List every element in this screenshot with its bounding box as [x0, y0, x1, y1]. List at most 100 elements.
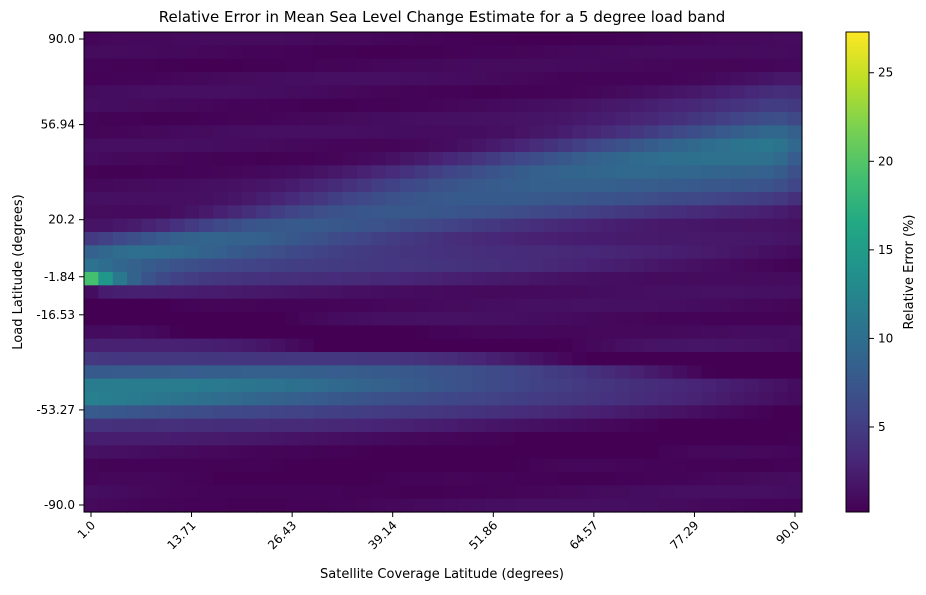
heatmap-cell: [414, 298, 430, 313]
heatmap-cell: [557, 392, 573, 406]
heatmap-cell: [241, 352, 257, 366]
heatmap-cell: [500, 85, 516, 100]
heatmap-cell: [744, 205, 760, 220]
heatmap-cell: [98, 312, 114, 326]
heatmap-cell: [313, 98, 329, 113]
heatmap-cell: [701, 45, 717, 60]
heatmap-cell: [615, 472, 631, 486]
heatmap-cell: [98, 352, 114, 366]
heatmap-cell: [629, 32, 645, 46]
heatmap-cell: [500, 338, 516, 353]
heatmap-cell: [543, 178, 559, 193]
heatmap-cell: [198, 405, 214, 420]
heatmap-cell: [658, 418, 674, 433]
heatmap-cell: [586, 352, 602, 366]
heatmap-cell: [356, 378, 372, 393]
heatmap-cell: [514, 205, 530, 220]
heatmap-cell: [471, 445, 487, 460]
heatmap-cell: [155, 58, 171, 73]
heatmap-cell: [141, 32, 157, 46]
heatmap-cell: [687, 485, 703, 500]
heatmap-cell: [715, 325, 731, 340]
heatmap-cell: [385, 325, 401, 340]
heatmap-cell: [112, 245, 128, 260]
heatmap-cell: [155, 498, 171, 513]
heatmap-cell: [715, 245, 731, 260]
heatmap-cell: [198, 272, 214, 286]
heatmap-cell: [285, 258, 300, 273]
heatmap-cell: [299, 98, 315, 113]
heatmap-cell: [414, 192, 430, 206]
heatmap-cell: [385, 85, 401, 100]
heatmap-cell: [615, 218, 631, 233]
heatmap-cell: [701, 405, 717, 420]
heatmap-cell: [744, 298, 760, 313]
heatmap-cell: [84, 112, 99, 126]
heatmap-cell: [715, 458, 731, 473]
heatmap-cell: [141, 205, 157, 220]
heatmap-cell: [184, 72, 200, 86]
heatmap-cell: [514, 405, 530, 420]
heatmap-cell: [241, 112, 257, 126]
heatmap-cell: [787, 285, 803, 300]
heatmap-cell: [457, 285, 473, 300]
heatmap-cell: [672, 178, 688, 193]
heatmap-cell: [299, 245, 315, 260]
heatmap-cell: [529, 392, 545, 406]
heatmap-cell: [313, 285, 329, 300]
heatmap-cell: [98, 485, 114, 500]
heatmap-cell: [701, 205, 717, 220]
heatmap-cell: [543, 258, 559, 273]
heatmap-cell: [586, 312, 602, 326]
heatmap-cell: [687, 205, 703, 220]
heatmap-cell: [313, 352, 329, 366]
heatmap-cell: [557, 418, 573, 433]
heatmap-cell: [557, 32, 573, 46]
heatmap-cell: [514, 45, 530, 60]
heatmap-cell: [787, 392, 803, 406]
heatmap-cell: [701, 418, 717, 433]
heatmap-cell: [428, 85, 444, 100]
heatmap-cell: [457, 152, 473, 166]
heatmap-cell: [557, 205, 573, 220]
heatmap-cell: [270, 378, 286, 393]
heatmap-cell: [773, 378, 789, 393]
heatmap-cell: [414, 218, 430, 233]
heatmap-cell: [672, 432, 688, 446]
heatmap-cell: [112, 218, 128, 233]
heatmap-cell: [112, 325, 128, 340]
heatmap-cell: [586, 218, 602, 233]
heatmap-cell: [399, 392, 415, 406]
heatmap-cell: [543, 325, 559, 340]
heatmap-cell: [213, 418, 229, 433]
heatmap-cell: [658, 32, 674, 46]
heatmap-cell: [356, 85, 372, 100]
heatmap-cell: [356, 352, 372, 366]
heatmap-cell: [184, 312, 200, 326]
heatmap-cell: [112, 205, 128, 220]
heatmap-cell: [127, 352, 143, 366]
heatmap-cell: [184, 165, 200, 180]
heatmap-cell: [730, 125, 746, 140]
heatmap-cell: [184, 245, 200, 260]
heatmap-cell: [342, 498, 358, 513]
heatmap-cell: [629, 205, 645, 220]
heatmap-cell: [730, 405, 746, 420]
heatmap-cell: [457, 365, 473, 380]
heatmap-cell: [371, 165, 387, 180]
heatmap-cell: [615, 272, 631, 286]
heatmap-cell: [213, 178, 229, 193]
heatmap-cell: [773, 85, 789, 100]
heatmap-cell: [529, 312, 545, 326]
heatmap-cell: [98, 85, 114, 100]
heatmap-cell: [471, 432, 487, 446]
heatmap-cell: [500, 378, 516, 393]
heatmap-cell: [385, 98, 401, 113]
heatmap-cell: [773, 138, 789, 153]
heatmap-cell: [773, 312, 789, 326]
heatmap-cell: [299, 365, 315, 380]
heatmap-cell: [328, 165, 344, 180]
heatmap-cell: [787, 138, 803, 153]
heatmap-cell: [385, 458, 401, 473]
heatmap-cell: [514, 58, 530, 73]
